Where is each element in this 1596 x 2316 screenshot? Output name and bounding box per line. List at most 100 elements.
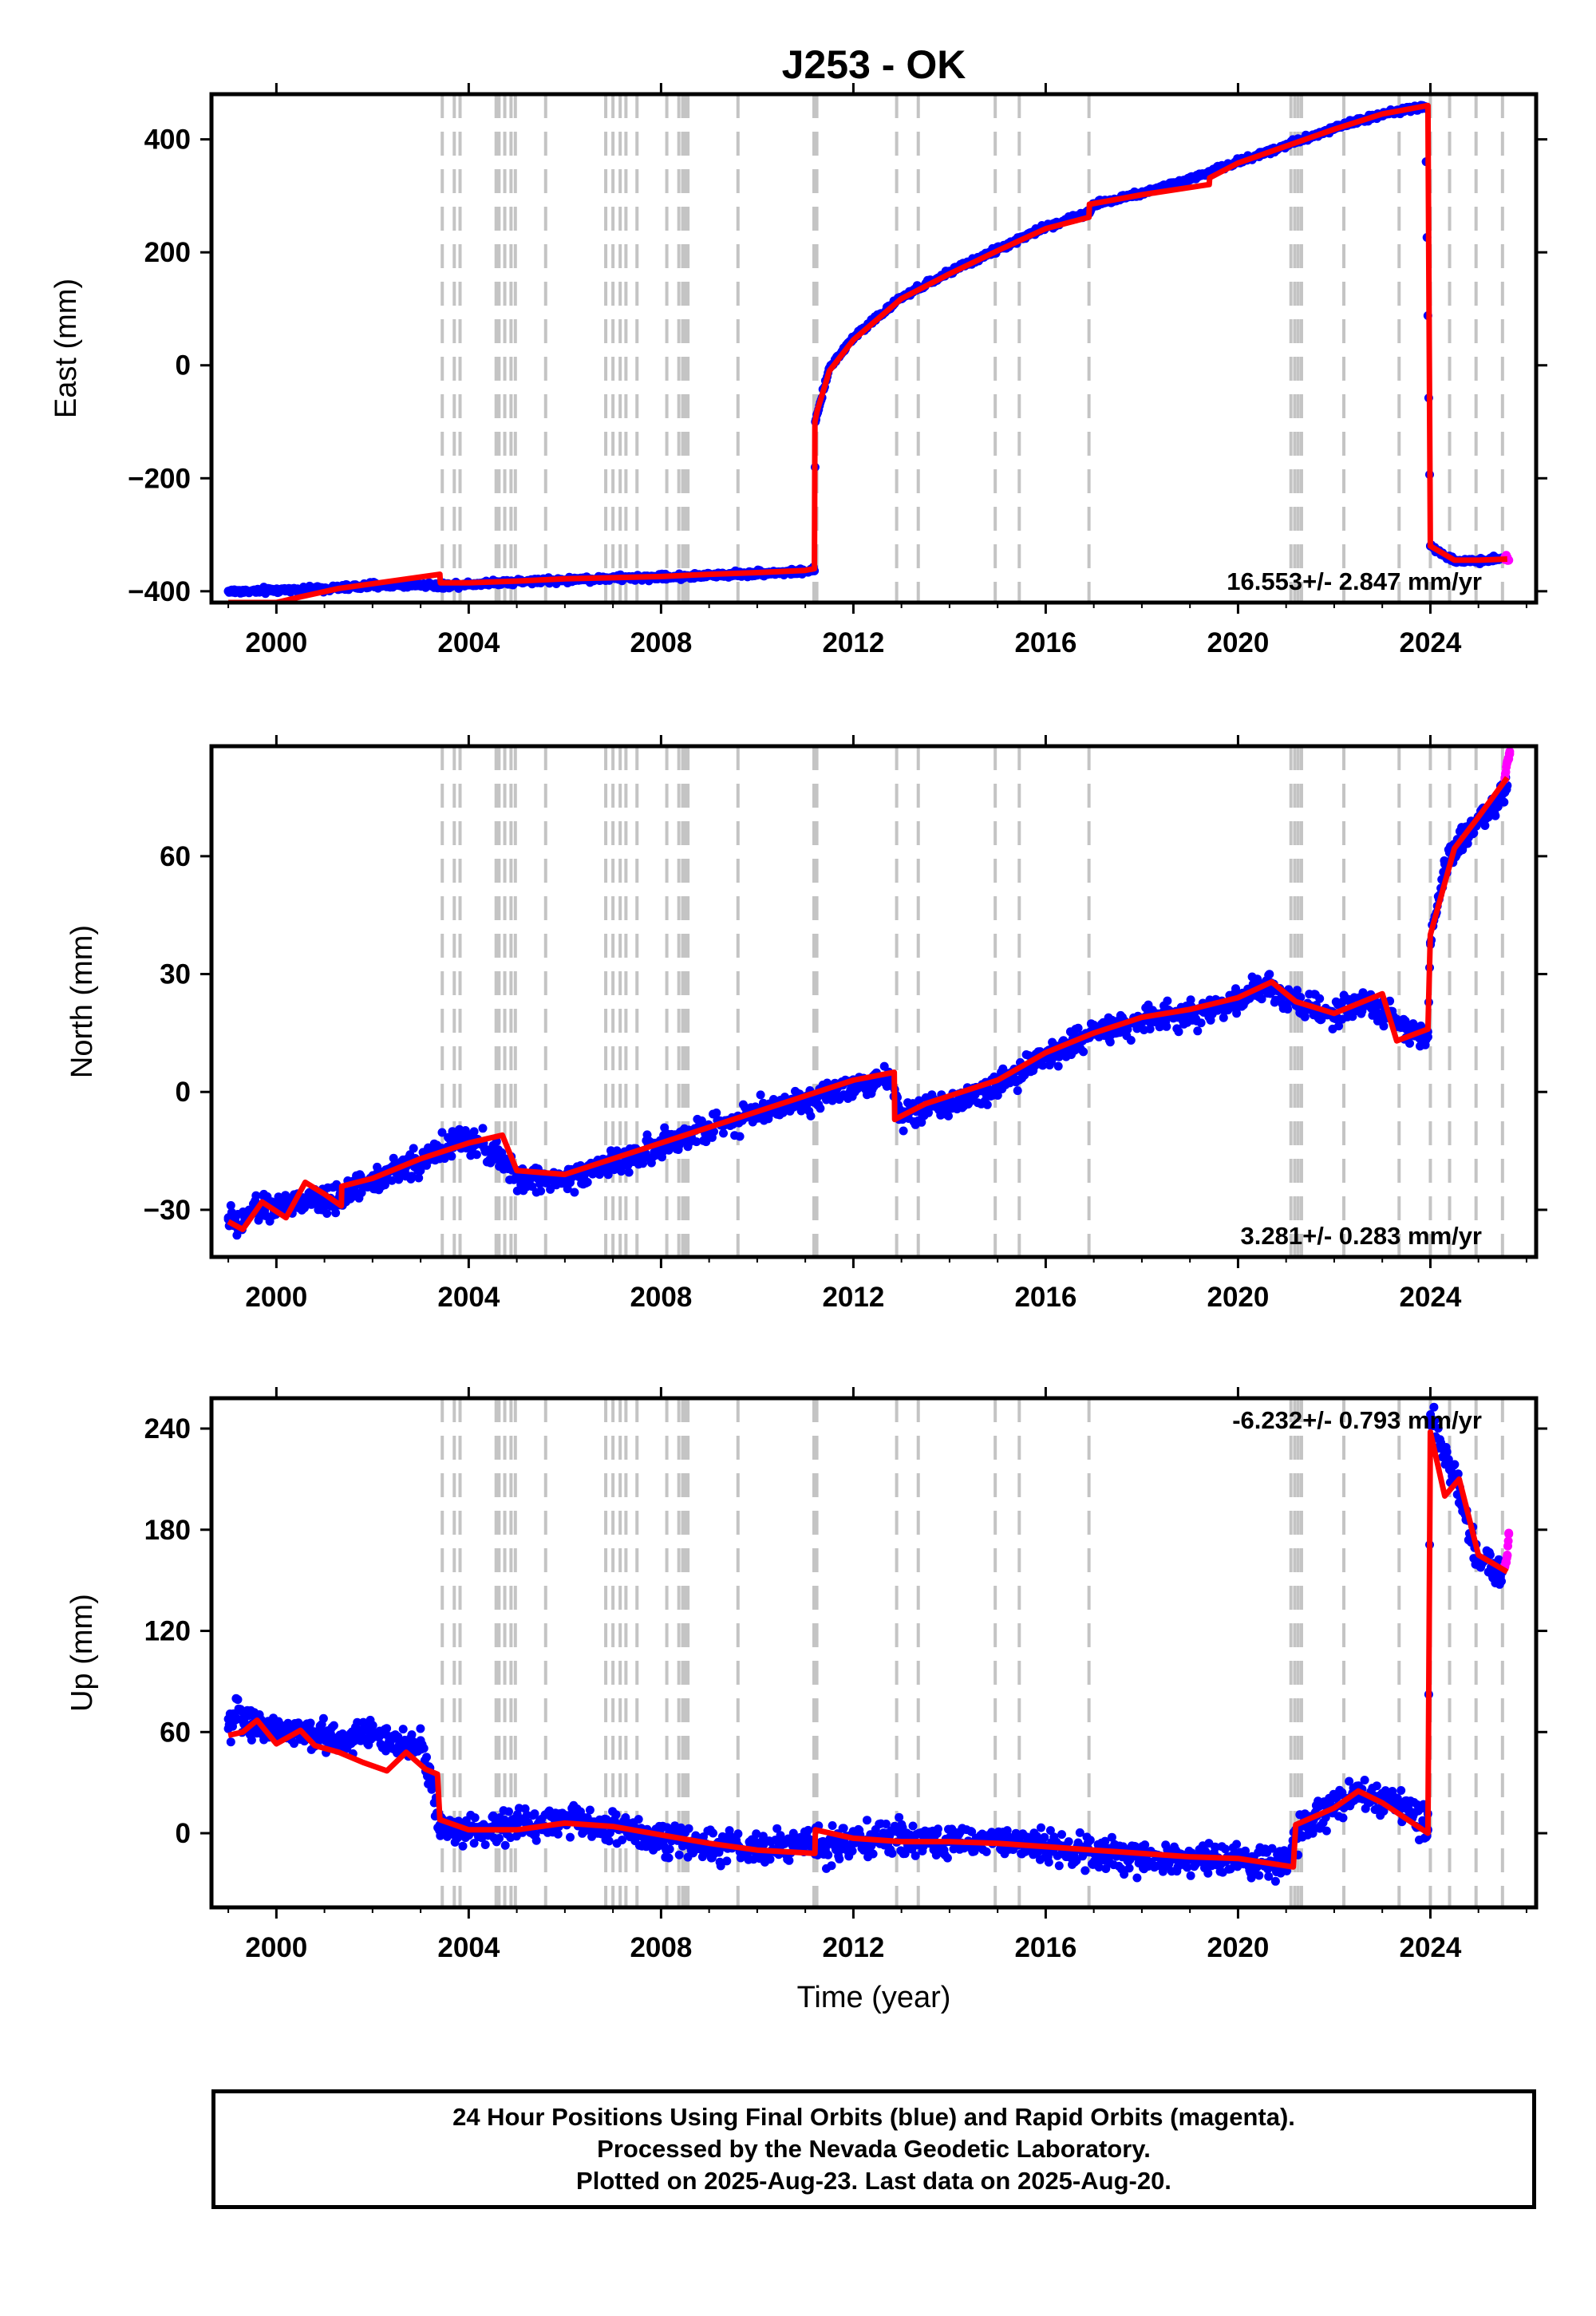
- data-point: [469, 1127, 479, 1136]
- y-tick-label: 180: [144, 1515, 191, 1546]
- data-point: [1221, 1844, 1230, 1854]
- data-point: [223, 1724, 233, 1733]
- data-point: [480, 1840, 490, 1849]
- data-point: [1186, 995, 1195, 1005]
- data-point: [1057, 1830, 1066, 1840]
- data-point: [827, 1861, 836, 1871]
- data-point: [692, 1137, 701, 1147]
- data-point: [719, 1128, 728, 1138]
- data-point: [1338, 1813, 1348, 1823]
- data-point: [944, 1111, 953, 1120]
- data-point: [322, 1209, 332, 1218]
- data-point: [1226, 1864, 1235, 1874]
- data-point: [1126, 1036, 1136, 1045]
- panel-north: 2000 2004 2008 2012 2016 2020 2024−3003060Nort…: [65, 735, 1547, 1313]
- data-point: [1037, 1823, 1045, 1832]
- data-point: [716, 1861, 725, 1871]
- x-tick-label: 2008: [630, 627, 692, 658]
- data-point: [1064, 1837, 1073, 1847]
- x-tick-label: 2024: [1400, 1282, 1462, 1313]
- data-point: [1270, 1876, 1280, 1886]
- y-tick-label: 0: [176, 350, 191, 381]
- data-point: [1203, 1868, 1213, 1878]
- x-tick-label: 2016: [1014, 1932, 1077, 1963]
- data-point: [500, 1815, 509, 1824]
- data-point: [868, 1849, 878, 1859]
- data-point: [1145, 1024, 1155, 1034]
- data-point: [1423, 1032, 1432, 1041]
- data-point: [1334, 1022, 1344, 1031]
- y-tick-label: 240: [144, 1413, 191, 1445]
- y-tick-label: 30: [160, 959, 191, 990]
- data-point: [1401, 1803, 1411, 1812]
- data-point: [1267, 1844, 1277, 1853]
- data-point: [488, 1146, 497, 1156]
- model-line: [227, 776, 1510, 1232]
- data-point: [1186, 1871, 1195, 1880]
- data-point: [604, 1836, 614, 1846]
- data-point: [709, 1828, 717, 1838]
- data-point: [804, 1825, 813, 1835]
- data-point: [788, 1828, 798, 1838]
- data-point: [806, 1111, 816, 1120]
- y-tick-label: 0: [176, 1818, 191, 1849]
- data-point: [828, 1821, 837, 1830]
- data-point: [816, 1104, 825, 1113]
- x-tick-label: 2020: [1207, 1932, 1269, 1963]
- x-tick-label: 2008: [630, 1932, 692, 1963]
- data-point: [1503, 1536, 1513, 1546]
- data-point: [1105, 1037, 1115, 1047]
- data-point: [772, 1824, 782, 1833]
- data-point: [895, 1812, 904, 1822]
- data-point: [504, 1807, 513, 1816]
- model-line: [227, 1429, 1509, 1870]
- data-point: [982, 1100, 992, 1109]
- x-tick-label: 2020: [1207, 627, 1269, 658]
- y-tick-label: 0: [176, 1077, 191, 1108]
- data-point: [389, 1153, 398, 1163]
- data-point: [1254, 1871, 1264, 1880]
- data-point: [881, 1820, 891, 1828]
- data-point: [1253, 974, 1262, 984]
- data-point: [611, 1810, 621, 1820]
- data-point: [223, 587, 233, 596]
- data-point: [470, 1813, 480, 1823]
- data-point: [1450, 1460, 1460, 1469]
- x-tick-label: 2000: [245, 627, 307, 658]
- data-point: [722, 1856, 732, 1866]
- data-point: [911, 1851, 920, 1860]
- y-tick-label: −30: [144, 1195, 191, 1226]
- y-axis-label: Up (mm): [65, 1594, 99, 1712]
- data-point: [1360, 1776, 1369, 1784]
- footer-line-3: Plotted on 2025-Aug-23. Last data on 202…: [576, 2167, 1171, 2195]
- data-point: [353, 1717, 362, 1727]
- data-point: [398, 1725, 408, 1734]
- y-axis-label: East (mm): [49, 279, 83, 418]
- data-point: [392, 1744, 401, 1753]
- data-point: [664, 1853, 674, 1863]
- x-tick-label: 2008: [630, 1282, 692, 1313]
- data-point: [1497, 1576, 1506, 1586]
- data-point: [407, 1730, 417, 1740]
- plot-frame: [209, 1396, 1539, 1910]
- data-point: [674, 1850, 684, 1860]
- data-point: [1429, 1402, 1439, 1412]
- data-point: [756, 1090, 765, 1100]
- data-point: [967, 1827, 977, 1836]
- data-point: [1132, 1873, 1142, 1883]
- data-point: [247, 587, 257, 596]
- panel-up: 2000 2004 2008 2012 2016 2020 2024060120180240…: [65, 1387, 1547, 2014]
- data-point: [1085, 1836, 1095, 1845]
- x-tick-label: 2024: [1400, 627, 1462, 658]
- data-point: [1379, 1806, 1389, 1816]
- data-point: [915, 1096, 924, 1105]
- data-point: [1079, 1047, 1088, 1057]
- x-tick-label: 2024: [1400, 1932, 1462, 1963]
- data-point: [495, 1834, 504, 1843]
- data-point: [416, 1736, 425, 1745]
- x-tick-label: 2000: [245, 1932, 307, 1963]
- data-point: [1368, 1001, 1377, 1010]
- data-point: [776, 1831, 785, 1840]
- data-point: [500, 1840, 510, 1850]
- footer-box: 24 Hour Positions Using Final Orbits (bl…: [211, 2089, 1536, 2209]
